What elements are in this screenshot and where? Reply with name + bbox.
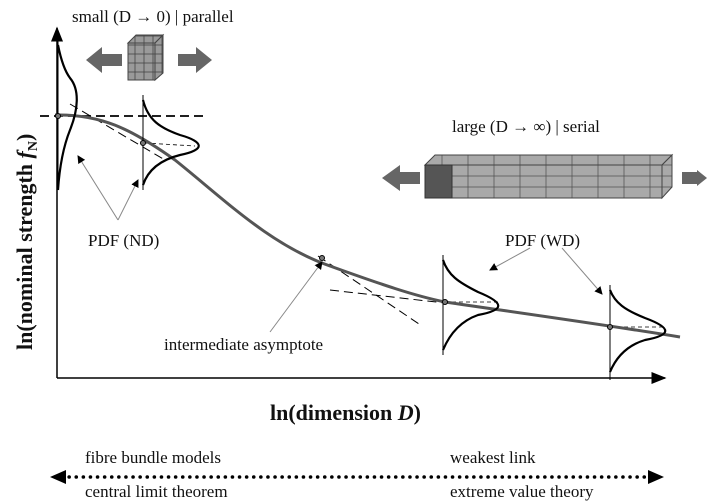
small-cube — [86, 33, 212, 82]
axes — [51, 26, 667, 384]
pointers — [77, 155, 603, 333]
pdfs — [55, 40, 667, 380]
x-axis-label: ln(dimension D) — [270, 400, 421, 425]
x-axis-label-prefix: ln(dimension — [270, 400, 398, 425]
bottom-label: extreme value theory — [450, 482, 594, 501]
y-axis-label-prefix: ln(nominal strength — [12, 158, 37, 350]
bottom-label: central limit theorem — [85, 482, 228, 501]
strength-curve — [54, 113, 681, 339]
y-axis-label-suffix: ) — [12, 134, 37, 141]
small-label: small (D → 0) | parallel — [72, 7, 234, 26]
y-axis-label-subscript: N — [26, 141, 41, 151]
x-axis-label-suffix: ) — [414, 400, 421, 425]
dotted-arrow — [50, 470, 664, 484]
annotation: PDF (WD) — [505, 231, 580, 250]
y-axis-label: ln(nominal strength fN) — [12, 134, 41, 350]
large-bar — [382, 153, 707, 200]
bottom-label: weakest link — [450, 448, 536, 467]
bottom-label: fibre bundle models — [85, 448, 221, 467]
asymptotes — [40, 103, 665, 328]
annotation: intermediate asymptote — [164, 335, 323, 354]
annotation: PDF (ND) — [88, 231, 159, 250]
x-axis-label-symbol: D — [397, 400, 414, 425]
large-label: large (D → ∞) | serial — [452, 117, 600, 136]
y-axis-label-symbol: f — [12, 148, 37, 158]
